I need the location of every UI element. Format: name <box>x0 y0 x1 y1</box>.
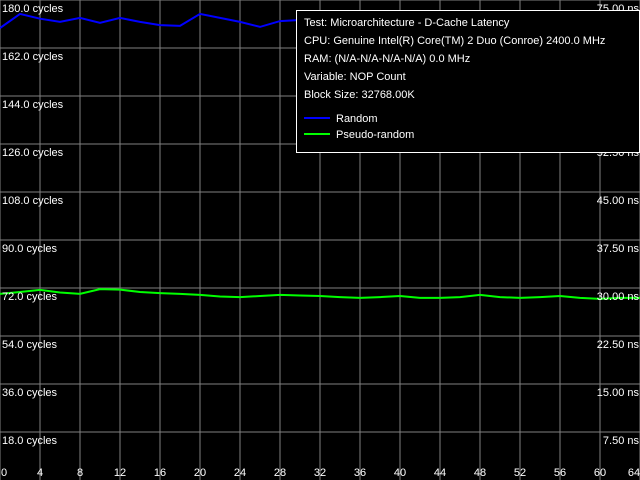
x-tick-label: 48 <box>474 467 486 479</box>
y2-tick-label: 45.00 ns <box>597 195 640 207</box>
legend-label: Pseudo-random <box>336 129 414 141</box>
info-line: Block Size: 32768.00K <box>304 89 415 101</box>
x-tick-label: 44 <box>434 467 446 479</box>
x-tick-label: 52 <box>514 467 526 479</box>
series-line <box>0 288 640 300</box>
info-line: Variable: NOP Count <box>304 71 406 83</box>
x-tick-label: 24 <box>234 467 246 479</box>
legend-label: Random <box>336 113 378 125</box>
x-tick-label: 8 <box>77 467 83 479</box>
x-tick-label: 0 <box>1 467 7 479</box>
y-tick-label: 18.0 cycles <box>2 435 58 447</box>
x-tick-label: 64 <box>628 467 640 479</box>
y-tick-label: 36.0 cycles <box>2 387 58 399</box>
y-tick-label: 90.0 cycles <box>2 243 58 255</box>
y2-tick-label: 37.50 ns <box>597 243 640 255</box>
y2-tick-label: 7.50 ns <box>603 435 640 447</box>
x-tick-label: 28 <box>274 467 286 479</box>
info-line: Test: Microarchitecture - D-Cache Latenc… <box>304 17 510 29</box>
y-tick-label: 162.0 cycles <box>2 51 64 63</box>
legend-box <box>296 10 640 153</box>
x-tick-label: 16 <box>154 467 166 479</box>
legend: Test: Microarchitecture - D-Cache Latenc… <box>296 10 640 153</box>
y-tick-label: 72.0 cycles <box>2 291 58 303</box>
y-tick-label: 108.0 cycles <box>2 195 64 207</box>
y2-tick-label: 30.00 ns <box>597 291 640 303</box>
x-tick-label: 36 <box>354 467 366 479</box>
y-tick-label: 126.0 cycles <box>2 147 64 159</box>
y2-tick-label: 15.00 ns <box>597 387 640 399</box>
x-tick-label: 56 <box>554 467 566 479</box>
y-tick-label: 144.0 cycles <box>2 99 64 111</box>
y-tick-label: 180.0 cycles <box>2 3 64 15</box>
y-tick-label: 54.0 cycles <box>2 339 58 351</box>
x-tick-label: 4 <box>37 467 43 479</box>
x-tick-label: 40 <box>394 467 406 479</box>
x-tick-label: 60 <box>594 467 606 479</box>
x-tick-label: 12 <box>114 467 126 479</box>
info-line: RAM: (N/A-N/A-N/A-N/A) 0.0 MHz <box>304 53 470 65</box>
info-line: CPU: Genuine Intel(R) Core(TM) 2 Duo (Co… <box>304 35 605 47</box>
x-tick-label: 32 <box>314 467 326 479</box>
x-tick-label: 20 <box>194 467 206 479</box>
y2-tick-label: 22.50 ns <box>597 339 640 351</box>
